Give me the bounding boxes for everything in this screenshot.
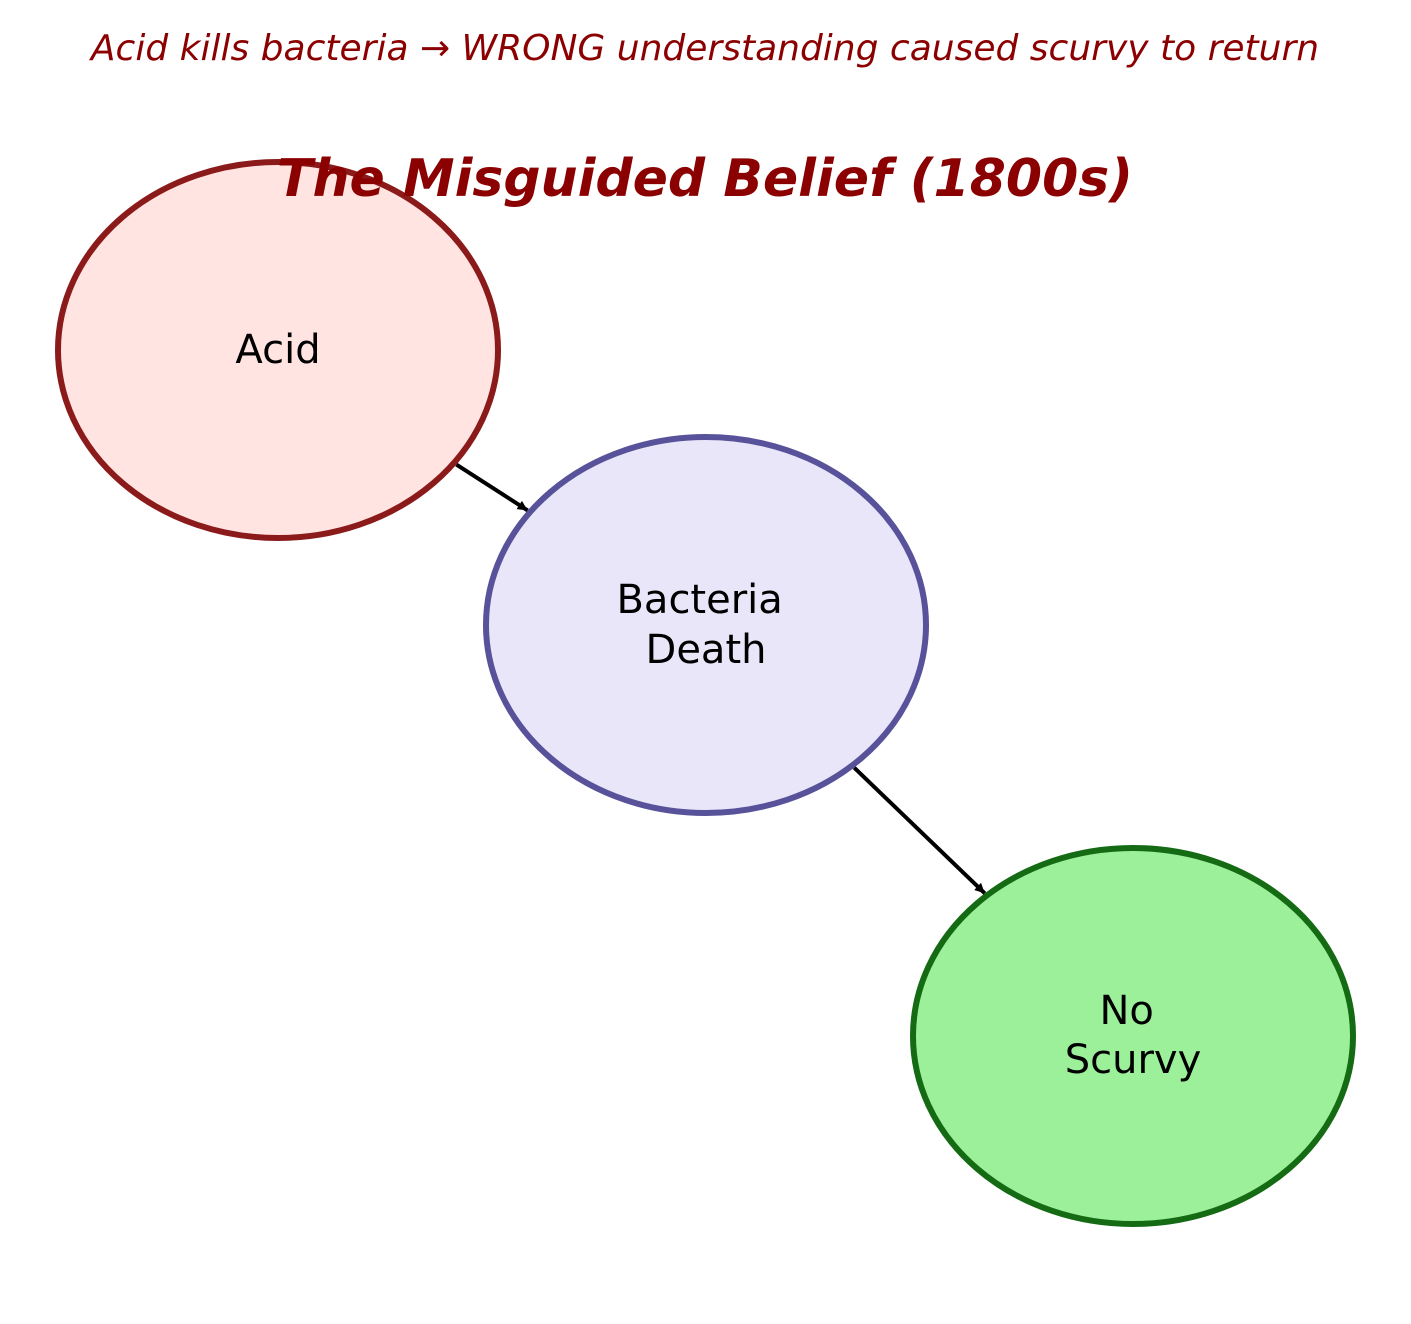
node-acid: Acid [55,159,501,541]
node-no-scurvy-ellipse [910,845,1356,1227]
node-bacteria-death-label: Bacteria Death [616,577,795,673]
node-bacteria-death: Bacteria Death [483,434,929,816]
edge-acid-to-bacteria-death [455,462,529,513]
node-bacteria-death-line-2: Death [646,627,767,673]
node-no-scurvy-line-1: No [1099,988,1153,1034]
diagram-caption: Acid kills bacteria → WRONG understandin… [89,28,1319,69]
node-acid-ellipse [55,159,501,541]
node-bacteria-death-ellipse [483,434,929,816]
edge-bacteria-death-to-no-scurvy [852,766,987,895]
diagram-title: The Misguided Belief (1800s) [277,149,1133,209]
node-no-scurvy-line-2: Scurvy [1065,1037,1202,1083]
node-no-scurvy: No Scurvy [910,845,1356,1227]
node-bacteria-death-line-1: Bacteria [616,577,782,623]
edges-layer [455,462,987,895]
node-acid-label: Acid [235,327,320,373]
node-no-scurvy-label: No Scurvy [1065,988,1202,1083]
